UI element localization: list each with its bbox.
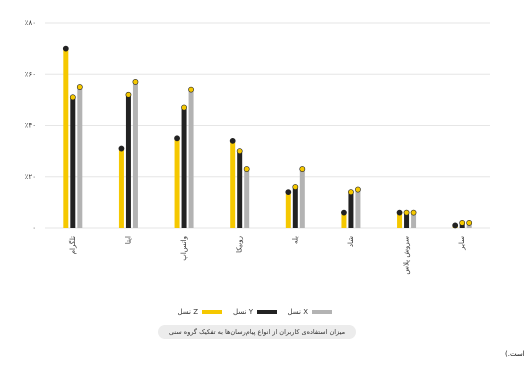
bar-cap: [459, 219, 466, 226]
y-tick-label: ٪۶۰: [25, 70, 36, 78]
bar-cap: [62, 45, 69, 52]
bar-cap: [236, 148, 243, 155]
bar: [285, 192, 291, 228]
bar-cap: [341, 209, 347, 216]
bar-cap: [396, 209, 403, 216]
bar: [341, 212, 347, 228]
chart-note: در نظرسنجی از کاربران پرسیده شد: شما از …: [505, 349, 524, 358]
x-tick-label: شاد: [347, 236, 355, 247]
bar-cap: [292, 184, 299, 190]
bar: [132, 81, 138, 228]
bar: [118, 148, 124, 228]
x-tick-label: روبیکا: [236, 236, 244, 253]
bar-cap: [69, 94, 76, 101]
bar-cap: [132, 79, 139, 85]
x-tick-label: تلگرام: [68, 236, 77, 254]
bar-cap: [76, 84, 83, 90]
y-tick-label: ٪۸۰: [25, 19, 36, 27]
y-tick-label: ٪۲۰: [25, 173, 36, 181]
bar: [355, 189, 361, 228]
bar: [244, 169, 250, 228]
bar-cap: [174, 135, 180, 142]
y-tick-label: ٪۴۰: [25, 122, 36, 130]
bar-cap: [285, 189, 292, 196]
x-tick-label: سروش پلاس: [403, 236, 411, 275]
x-tick-label: ایتا: [124, 236, 132, 244]
bar: [292, 187, 298, 228]
bar: [411, 212, 417, 228]
bar: [188, 89, 194, 228]
bar: [404, 212, 410, 228]
x-tick-label: بله: [291, 236, 299, 244]
bar: [63, 48, 69, 228]
bar-cap: [229, 137, 236, 144]
legend-label: نسل Z: [177, 308, 198, 316]
bar-cap: [410, 209, 417, 216]
bar-cap: [125, 91, 132, 98]
bar: [125, 94, 131, 228]
bar: [397, 212, 403, 228]
y-tick-label: ۰: [32, 224, 36, 232]
bar: [237, 151, 243, 228]
bar: [77, 87, 83, 228]
bar-cap: [355, 186, 361, 193]
title-pill: [158, 325, 356, 339]
bar: [174, 138, 180, 228]
bar: [230, 140, 236, 228]
bar: [299, 169, 305, 228]
bar: [181, 107, 187, 228]
bar-cap: [299, 166, 306, 172]
bar: [348, 192, 354, 228]
bar-cap: [466, 219, 473, 226]
x-tick-label: سایر: [458, 236, 466, 251]
bar-cap: [118, 145, 125, 152]
x-tick-label: واتس‌اپ: [180, 236, 188, 261]
legend-label: نسل X: [287, 308, 308, 316]
bar: [70, 97, 76, 228]
bar-cap: [243, 166, 250, 172]
bar-cap: [452, 222, 459, 229]
bar-cap: [188, 86, 194, 93]
bar-cap: [348, 189, 354, 196]
chart-title: میزان استفاده‌ی کاربران از انواع پیام‌رس…: [169, 328, 345, 336]
bar-cap: [181, 104, 187, 111]
bar-cap: [403, 209, 410, 216]
legend-label: نسل Y: [233, 308, 254, 316]
